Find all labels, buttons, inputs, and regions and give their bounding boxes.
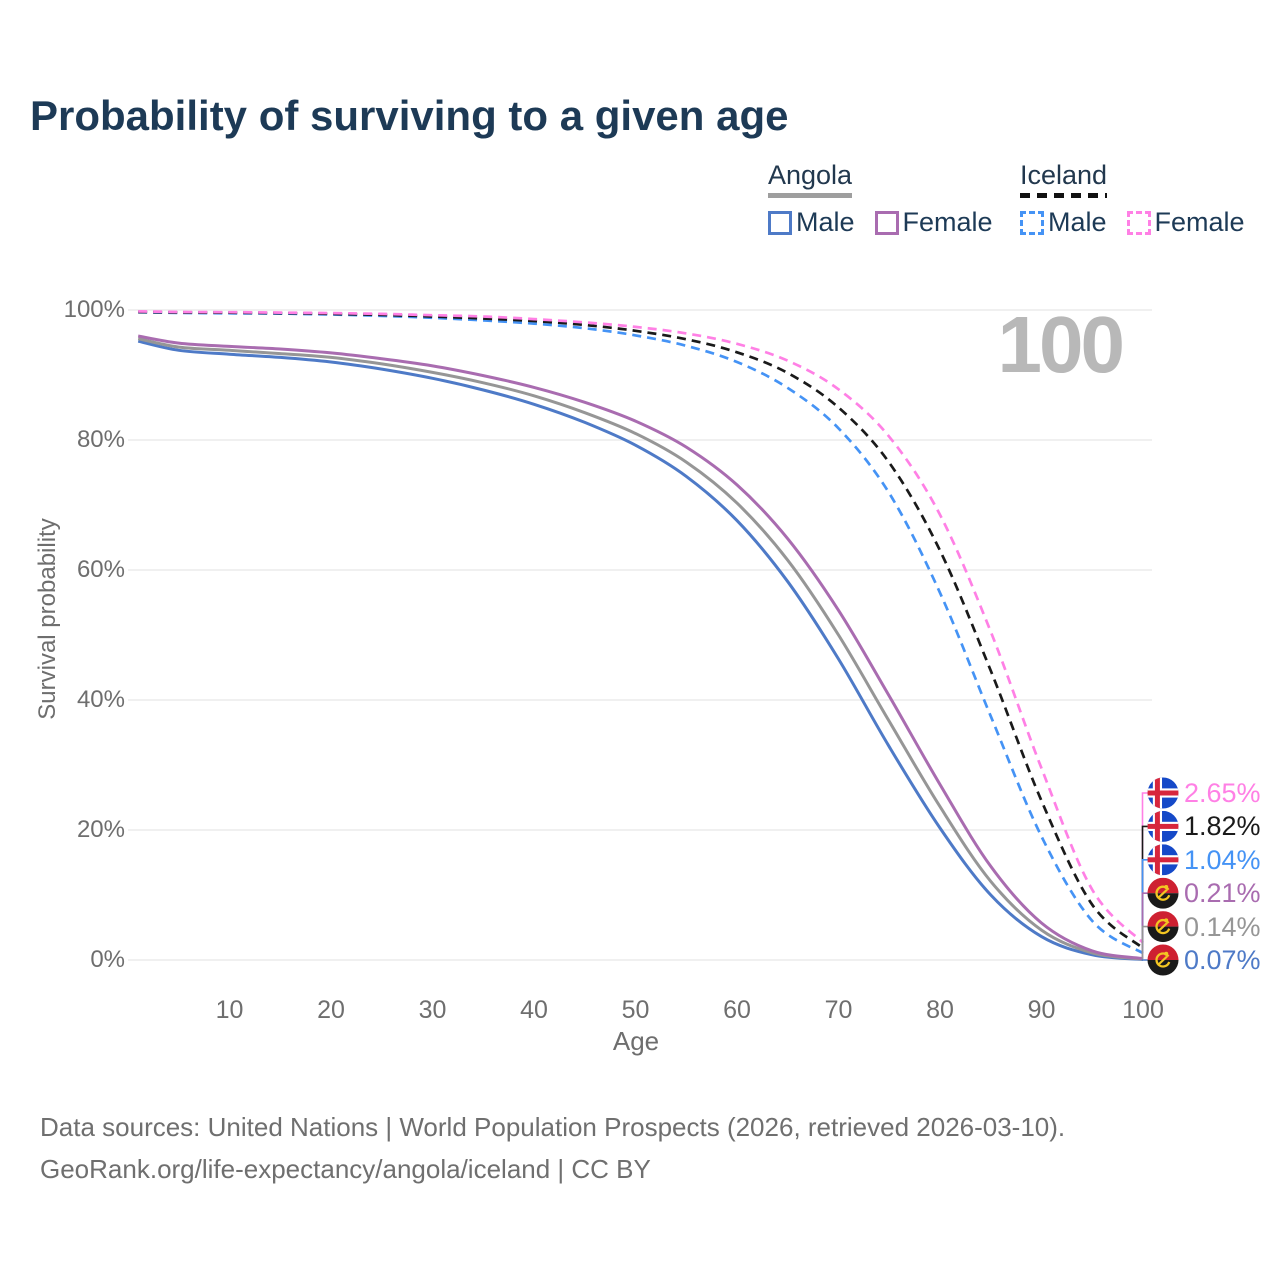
legend-country-iceland: Iceland bbox=[1020, 160, 1108, 198]
end-label-iceland-male: 1.04% bbox=[1184, 844, 1261, 875]
end-label-iceland-both: 1.82% bbox=[1184, 811, 1261, 842]
angola-line-style-swatch bbox=[768, 193, 853, 198]
angola-flag-icon bbox=[1147, 944, 1179, 976]
legend-country-angola: Angola bbox=[768, 160, 853, 198]
x-tick-60: 60 bbox=[723, 996, 751, 1024]
x-tick-20: 20 bbox=[317, 996, 345, 1024]
curve-iceland-both[interactable] bbox=[138, 310, 1144, 950]
x-tick-40: 40 bbox=[520, 996, 548, 1024]
legend-item-iceland-female: Female bbox=[1126, 207, 1245, 238]
angola-flag-icon bbox=[1147, 911, 1179, 943]
end-label-angola-male: 0.07% bbox=[1184, 945, 1261, 975]
page-title: Probability of surviving to a given age bbox=[30, 92, 789, 139]
angola-female-swatch bbox=[874, 210, 899, 235]
x-tick-10: 10 bbox=[215, 996, 244, 1024]
curve-iceland-female[interactable] bbox=[138, 310, 1144, 944]
iceland-flag-icon bbox=[1147, 777, 1179, 809]
end-label-angola-both: 0.14% bbox=[1184, 911, 1261, 942]
x-tick-90: 90 bbox=[1027, 996, 1056, 1024]
age-watermark: 100 bbox=[998, 300, 1123, 389]
legend-items-angola: Male Female bbox=[768, 207, 1013, 238]
leader-line-angola-male bbox=[1141, 959, 1148, 961]
leader-line-iceland-male bbox=[1141, 858, 1148, 954]
curve-angola-both[interactable] bbox=[137, 337, 1144, 961]
x-tick-100: 100 bbox=[1122, 996, 1164, 1024]
iceland-line-style-swatch bbox=[1020, 193, 1108, 198]
x-axis-title: Age bbox=[612, 1026, 660, 1056]
legend-group-iceland: Iceland Male Female bbox=[1020, 160, 1265, 238]
footer-attribution: GeoRank.org/life-expectancy/angola/icela… bbox=[40, 1154, 651, 1184]
y-axis-title: Survival probability bbox=[34, 518, 61, 720]
x-tick-50: 50 bbox=[621, 996, 650, 1024]
x-tick-30: 30 bbox=[418, 996, 447, 1024]
angola-male-label: Male bbox=[796, 207, 855, 237]
angola-flag-icon bbox=[1147, 877, 1179, 909]
iceland-flag-icon bbox=[1147, 844, 1179, 876]
angola-female-label: Female bbox=[902, 207, 993, 237]
y-tick-40: 40% bbox=[76, 686, 125, 713]
legend-item-angola-female: Female bbox=[874, 207, 993, 238]
x-tick-80: 80 bbox=[926, 996, 954, 1024]
leader-line-angola-both bbox=[1141, 925, 1148, 960]
legend-item-iceland-male: Male bbox=[1020, 207, 1107, 238]
iceland-male-label: Male bbox=[1048, 207, 1107, 237]
iceland-flag-icon bbox=[1147, 810, 1179, 842]
end-label-angola-female: 0.21% bbox=[1184, 878, 1261, 909]
iceland-female-swatch bbox=[1126, 210, 1151, 235]
iceland-female-label: Female bbox=[1154, 207, 1245, 237]
curve-angola-male[interactable] bbox=[137, 339, 1144, 961]
legend-country-angola-label: Angola bbox=[768, 160, 853, 190]
x-tick-70: 70 bbox=[824, 996, 853, 1024]
angola-male-swatch bbox=[768, 210, 792, 235]
legend-items-iceland: Male Female bbox=[1020, 207, 1265, 238]
curve-angola-female[interactable] bbox=[137, 334, 1144, 961]
leader-line-angola-female bbox=[1141, 892, 1148, 959]
legend-country-iceland-label: Iceland bbox=[1020, 160, 1108, 190]
y-tick-80: 80% bbox=[76, 426, 125, 453]
legend-item-angola-male: Male bbox=[768, 207, 855, 238]
y-tick-0: 0% bbox=[90, 946, 125, 973]
y-tick-20: 20% bbox=[76, 816, 125, 843]
end-label-iceland-female: 2.65% bbox=[1184, 778, 1261, 808]
footer-data-sources: Data sources: United Nations | World Pop… bbox=[40, 1112, 1066, 1142]
y-tick-100: 100% bbox=[63, 296, 125, 323]
leader-line-iceland-female bbox=[1141, 792, 1148, 943]
leader-line-iceland-both bbox=[1141, 825, 1148, 949]
y-tick-60: 60% bbox=[76, 556, 125, 583]
curve-iceland-male[interactable] bbox=[138, 310, 1144, 955]
iceland-male-swatch bbox=[1020, 210, 1044, 235]
footer: Data sources: United Nations | World Pop… bbox=[40, 1106, 1065, 1190]
legend-group-angola: Angola Male Female bbox=[768, 160, 1013, 238]
